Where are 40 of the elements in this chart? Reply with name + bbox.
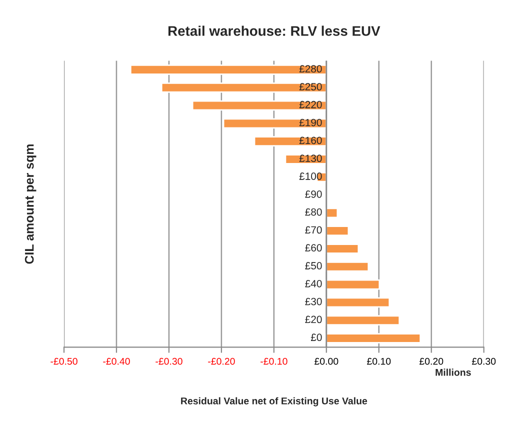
bar	[222, 118, 328, 129]
bar	[326, 315, 400, 326]
bar	[254, 136, 328, 146]
text: Millions	[436, 368, 471, 376]
y-tick-label: £130	[299, 154, 322, 162]
x-axis-title: Residual Value net of Existing Use Value	[181, 397, 368, 406]
x-tick-label: -£0.30	[156, 358, 182, 365]
x-tick-label: -£0.10	[260, 358, 288, 365]
y-tick-label: £40	[305, 280, 322, 288]
y-tick-label: £80	[305, 208, 322, 216]
y-tick-label: £20	[305, 316, 322, 324]
x-tick-label: £0.30	[472, 358, 496, 365]
bar	[326, 279, 380, 290]
bar	[326, 226, 350, 236]
bar	[192, 100, 328, 111]
bar	[326, 297, 390, 308]
y-tick-label: £60	[305, 244, 322, 252]
bar	[326, 244, 360, 254]
y-tick-label: £70	[305, 226, 322, 234]
bar	[326, 333, 422, 344]
bar	[130, 64, 328, 75]
y-tick-label: £160	[299, 136, 322, 144]
y-tick-label: £190	[299, 118, 322, 126]
x-tick-label: -£0.50	[50, 358, 78, 365]
bar	[326, 261, 370, 272]
y-axis-title: CIL amount per sqm	[24, 144, 36, 264]
y-tick-label: £0	[310, 334, 322, 342]
x-tick-label: £0.10	[366, 358, 391, 365]
bar	[160, 82, 328, 93]
chart-title: Retail warehouse: RLV less EUV	[168, 26, 380, 36]
y-tick-label: £250	[299, 83, 322, 90]
y-tick-label: £50	[305, 262, 322, 270]
y-tick-label: £280	[299, 65, 322, 73]
x-tick-label: -£0.20	[208, 358, 235, 365]
y-tick-label: £220	[299, 100, 322, 108]
x-tick-label: £0.00	[314, 358, 338, 365]
y-tick-label: £30	[305, 298, 322, 306]
x-tick-label: £0.20	[419, 358, 444, 365]
y-tick-label: £90	[305, 190, 322, 198]
x-tick-label: -£0.40	[103, 358, 130, 365]
